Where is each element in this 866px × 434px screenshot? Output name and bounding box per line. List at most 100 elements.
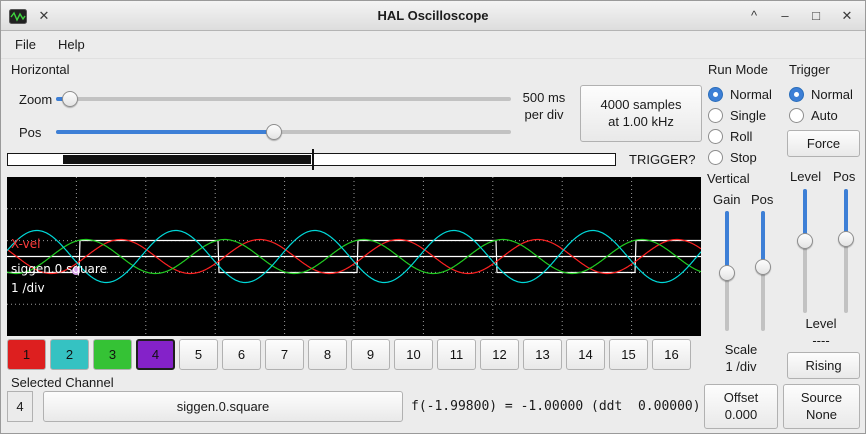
trigger-source-label: Source [800,389,843,405]
runmode-option-stop[interactable]: Stop [708,148,757,166]
vertical-pos-thumb[interactable] [755,259,771,276]
minimize-icon[interactable]: – [781,8,789,23]
pos-label: Pos [19,125,42,140]
maximize-icon[interactable]: □ [812,8,820,23]
perdiv-line2: per div [524,107,564,122]
pos-slider-thumb[interactable] [266,124,283,140]
runmode-option-normal[interactable]: Normal [708,85,772,103]
radio-icon [789,86,804,102]
zoom-slider-thumb[interactable] [61,91,78,107]
channel-button-1[interactable]: 1 [7,339,46,370]
trigger-level-fill [803,189,807,242]
app-icon [9,8,27,24]
channel-button-7[interactable]: 7 [265,339,304,370]
channel-button-10[interactable]: 10 [394,339,433,370]
zoom-slider-track [56,97,511,101]
scope-scale-label: 1 /div [11,281,45,295]
channel-button-3[interactable]: 3 [93,339,132,370]
force-button[interactable]: Force [787,130,860,157]
samples-line2: at 1.00 kHz [608,113,674,129]
zoom-slider[interactable] [56,90,511,108]
samples-button[interactable]: 4000 samples at 1.00 kHz [580,85,702,142]
trigger-level-col-label: Level [790,169,822,184]
radio-icon [708,86,723,102]
runmode-option-label: Stop [730,149,757,165]
radio-icon [708,149,723,165]
pos-slider[interactable] [56,123,511,141]
trigger-pos-track [844,189,848,313]
channel-button-11[interactable]: 11 [437,339,476,370]
channel-button-5[interactable]: 5 [179,339,218,370]
runmode-group-title: Run Mode [708,62,768,77]
radio-icon [708,107,723,123]
radio-icon [708,128,723,144]
channel-button-8[interactable]: 8 [308,339,347,370]
trigger-pos-thumb[interactable] [838,230,854,247]
channel-button-13[interactable]: 13 [523,339,562,370]
runmode-option-roll[interactable]: Roll [708,127,752,145]
channel-button-12[interactable]: 12 [480,339,519,370]
menu-help[interactable]: Help [57,37,85,52]
menu-file[interactable]: File [15,37,36,52]
trigger-pos-fill [844,189,848,239]
vertical-gain-slider[interactable] [718,211,736,331]
vertical-gain-fill [725,211,729,274]
trigger-source-value: None [805,406,838,422]
trigger-position-tick[interactable] [311,149,314,170]
scope-selected-label: siggen.0.square [11,262,107,276]
runmode-option-single[interactable]: Single [708,106,766,124]
channel-button-4[interactable]: 4 [136,339,175,370]
scope-display: X-vel siggen.0.square 1 /div [6,177,702,336]
channel-button-14[interactable]: 14 [566,339,605,370]
selected-channel-name-button[interactable]: siggen.0.square [43,391,403,422]
vertical-offset-label: Offset [723,389,759,405]
runmode-option-label: Single [730,107,767,123]
pos-slider-track [56,130,511,134]
selected-channel-value: f(-1.99800) = -1.00000 (ddt 0.00000) [411,399,701,414]
vertical-gain-label: Gain [713,192,741,207]
vertical-group-title: Vertical [707,171,750,186]
vertical-gain-thumb[interactable] [719,265,735,282]
vertical-pos-fill [761,211,765,268]
vertical-pos-label: Pos [751,192,774,207]
trigger-level-track [803,189,807,313]
runmode-option-label: Normal [730,86,772,102]
channel-button-row: 1 2 3 4 5 6 7 8 9 10 11 12 13 14 15 16 [7,339,691,370]
trigger-pos-slider[interactable] [837,189,855,313]
trigger-source-button[interactable]: Source None [783,384,860,429]
trigger-option-label: Normal [811,86,853,102]
channel-button-2[interactable]: 2 [50,339,89,370]
channel-button-9[interactable]: 9 [351,339,390,370]
trigger-option-label: Auto [811,107,838,123]
trigger-option-normal[interactable]: Normal [789,85,853,103]
scope-ch1-label: X-vel [11,237,41,251]
vertical-offset-value: 0.000 [724,406,758,422]
wave-ch3-sine [6,238,702,275]
vertical-offset-button[interactable]: Offset 0.000 [704,384,778,429]
samples-line1: 4000 samples [600,96,682,112]
menubar: File Help [1,31,865,59]
close-icon[interactable]: ✕ [841,8,853,23]
shade-icon[interactable]: ^ [750,8,758,23]
channel-button-16[interactable]: 16 [652,339,691,370]
wave-ch1-sine [6,238,702,275]
pos-slider-fill [56,130,275,134]
vertical-pos-slider[interactable] [754,211,772,331]
record-window-filled [62,155,312,164]
channel-button-15[interactable]: 15 [609,339,648,370]
wave-ch2-sine [6,229,702,284]
trigger-level-value: ---- [812,333,830,348]
runmode-option-label: Roll [730,128,753,144]
trigger-level-slider[interactable] [796,189,814,313]
horizontal-group-title: Horizontal [11,62,70,77]
close-left-icon[interactable]: ✕ [38,8,50,23]
trigger-option-auto[interactable]: Auto [789,106,838,124]
zoom-label: Zoom [19,92,53,107]
window-title: HAL Oscilloscope [377,8,489,23]
channel-button-6[interactable]: 6 [222,339,261,370]
trigger-level-label: Level [805,316,837,331]
trigger-level-thumb[interactable] [797,233,813,250]
trigger-pos-col-label: Pos [833,169,856,184]
trigger-edge-button[interactable]: Rising [787,352,860,379]
